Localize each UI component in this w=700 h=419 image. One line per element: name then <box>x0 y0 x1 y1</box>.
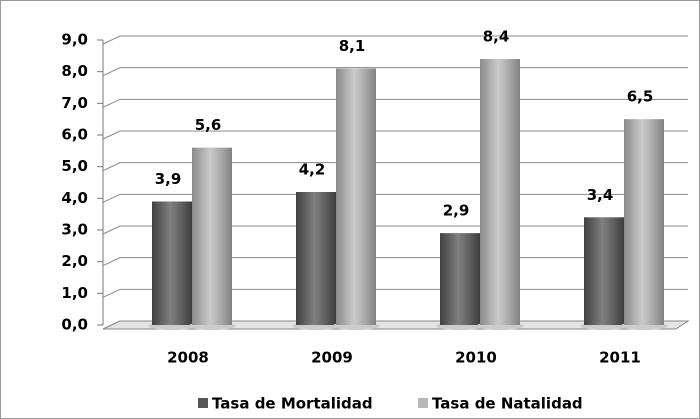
data-label: 8,1 <box>339 37 366 55</box>
bar-shade <box>296 192 336 325</box>
y-tick-label: 5,0 <box>61 157 88 175</box>
x-tick-label: 2008 <box>167 349 209 367</box>
y-tick-label: 4,0 <box>61 189 88 207</box>
legend-label: Tasa de Mortalidad <box>212 395 373 413</box>
bar-shade <box>192 147 232 325</box>
x-tick-label: 2011 <box>599 349 641 367</box>
data-label: 3,4 <box>587 186 614 204</box>
x-tick-label: 2010 <box>455 349 497 367</box>
y-tick-label: 6,0 <box>61 126 88 144</box>
legend-label: Tasa de Natalidad <box>432 395 583 413</box>
y-tick-label: 8,0 <box>61 62 88 80</box>
data-label: 2,9 <box>443 202 470 220</box>
bar-shade <box>584 217 624 325</box>
data-label: 6,5 <box>627 88 654 106</box>
y-tick-label: 0,0 <box>61 316 88 334</box>
bar-shade <box>336 68 376 325</box>
y-tick-label: 2,0 <box>61 252 88 270</box>
y-tick-label: 1,0 <box>61 284 88 302</box>
x-tick-label: 2009 <box>311 349 353 367</box>
legend-swatch <box>418 398 428 408</box>
y-tick-label: 3,0 <box>61 221 88 239</box>
data-label: 5,6 <box>195 116 222 134</box>
bar-shade <box>480 59 520 325</box>
legend-swatch <box>198 398 208 408</box>
y-tick-label: 9,0 <box>61 31 88 49</box>
data-label: 4,2 <box>299 161 326 179</box>
grid-line <box>102 35 688 45</box>
data-label: 3,9 <box>155 170 182 188</box>
bar-shade <box>440 233 480 325</box>
data-label: 8,4 <box>483 28 510 46</box>
bar-shade <box>152 201 192 325</box>
y-tick-label: 7,0 <box>61 94 88 112</box>
bar-shade <box>624 119 664 326</box>
